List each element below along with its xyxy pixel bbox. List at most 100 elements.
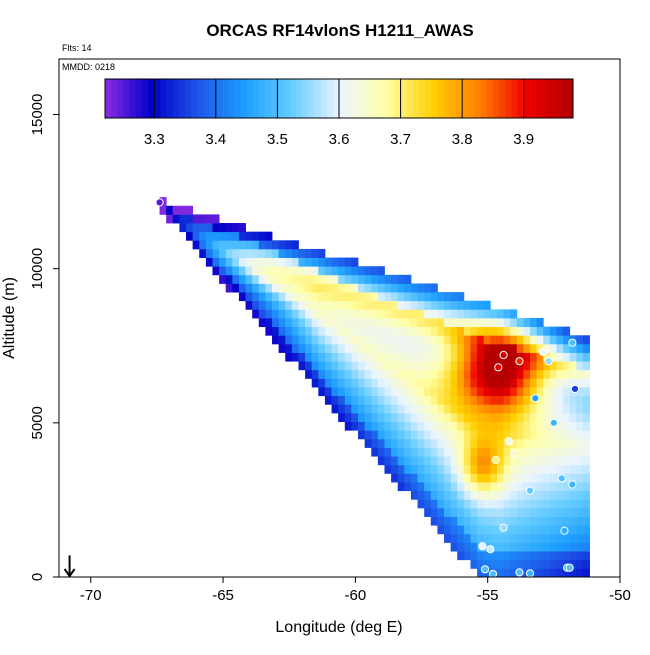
heatmap-cell <box>503 395 511 405</box>
sample-point <box>504 437 513 446</box>
heatmap-cell <box>450 533 458 543</box>
heatmap-cell <box>530 387 538 397</box>
sample-point <box>570 384 580 394</box>
heatmap-cell <box>510 542 518 552</box>
heatmap-cell <box>278 300 286 310</box>
heatmap-cell <box>358 395 366 405</box>
heatmap-cell <box>450 482 458 492</box>
heatmap-cell <box>384 335 392 345</box>
heatmap-cell <box>371 266 379 276</box>
heatmap-cell <box>351 369 359 379</box>
heatmap-cell <box>530 542 538 552</box>
heatmap-cell <box>457 516 465 526</box>
heatmap-cell <box>569 395 577 405</box>
heatmap-cell <box>496 533 504 543</box>
heatmap-cell <box>258 257 266 267</box>
heatmap-cell <box>569 412 577 422</box>
heatmap-cell <box>549 447 557 457</box>
heatmap-cell <box>444 412 452 422</box>
heatmap-cell <box>530 482 538 492</box>
heatmap-cell <box>503 542 511 552</box>
heatmap-cell <box>549 568 557 578</box>
colorbar-segment <box>277 79 285 118</box>
heatmap-cell <box>311 361 319 371</box>
heatmap-cell <box>305 352 313 362</box>
heatmap-cell <box>225 266 233 276</box>
heatmap-cell <box>351 352 359 362</box>
x-tick-label: -55 <box>477 587 499 604</box>
heatmap-cell <box>503 430 511 440</box>
colorbar-segment <box>228 79 235 118</box>
heatmap-cell <box>324 266 332 276</box>
heatmap-cell <box>272 335 280 345</box>
heatmap-cell <box>450 456 458 466</box>
heatmap-cell <box>384 300 392 310</box>
colorbar-segment <box>308 79 315 118</box>
heatmap-cell <box>516 525 524 535</box>
heatmap-cell <box>536 533 544 543</box>
heatmap-cell <box>391 326 399 336</box>
heatmap-cell <box>536 352 544 362</box>
heatmap-cell <box>324 300 332 310</box>
heatmap-cell <box>305 343 313 353</box>
heatmap-cell <box>391 421 399 431</box>
heatmap-cell <box>582 542 590 552</box>
heatmap-cell <box>576 559 584 569</box>
sample-point <box>478 542 487 551</box>
heatmap-cell <box>563 533 571 543</box>
heatmap-cell <box>510 568 518 578</box>
heatmap-cell <box>543 421 551 431</box>
heatmap-cell <box>496 551 504 561</box>
heatmap-cell <box>245 274 253 284</box>
heatmap-cell <box>298 266 306 276</box>
heatmap-cell <box>430 361 438 371</box>
heatmap-cell <box>318 248 326 258</box>
heatmap-cell <box>397 447 405 457</box>
heatmap-cell <box>404 309 412 319</box>
heatmap-cell <box>404 292 412 302</box>
heatmap-cell <box>278 326 286 336</box>
heatmap-cell <box>344 309 352 319</box>
heatmap-cell <box>503 412 511 422</box>
heatmap-cell <box>331 378 339 388</box>
heatmap-cell <box>457 438 465 448</box>
heatmap-cell <box>311 248 319 258</box>
sample-point <box>557 474 566 483</box>
heatmap-cell <box>377 395 385 405</box>
heatmap-cell <box>510 352 518 362</box>
y-tick-label: 5000 <box>29 406 46 439</box>
heatmap-cell <box>444 326 452 336</box>
heatmap-cell <box>582 387 590 397</box>
heatmap-cell <box>285 309 293 319</box>
heatmap-cell <box>311 369 319 379</box>
heatmap-cell <box>463 464 471 474</box>
heatmap-cell <box>397 421 405 431</box>
heatmap-cell <box>516 507 524 517</box>
plot-area <box>155 197 590 579</box>
heatmap-cell <box>252 309 260 319</box>
heatmap-cell <box>351 412 359 422</box>
heatmap-cell <box>463 447 471 457</box>
heatmap-cell <box>510 482 518 492</box>
heatmap-cell <box>496 447 504 457</box>
heatmap-cell <box>549 412 557 422</box>
heatmap-cell <box>265 326 273 336</box>
heatmap-cell <box>331 387 339 397</box>
heatmap-cell <box>569 438 577 448</box>
heatmap-cell <box>444 430 452 440</box>
heatmap-cell <box>582 404 590 414</box>
colorbar-segment <box>117 79 124 118</box>
heatmap-cell <box>510 369 518 379</box>
heatmap-cell <box>523 395 531 405</box>
heatmap-cell <box>450 507 458 517</box>
heatmap-cell <box>291 352 299 362</box>
heatmap-cell <box>477 343 485 353</box>
heatmap-cell <box>490 482 498 492</box>
heatmap-cell <box>556 559 564 569</box>
heatmap-cell <box>318 361 326 371</box>
heatmap-cell <box>530 490 538 500</box>
heatmap-cell <box>245 240 253 250</box>
heatmap-cell <box>503 447 511 457</box>
heatmap-cell <box>463 412 471 422</box>
